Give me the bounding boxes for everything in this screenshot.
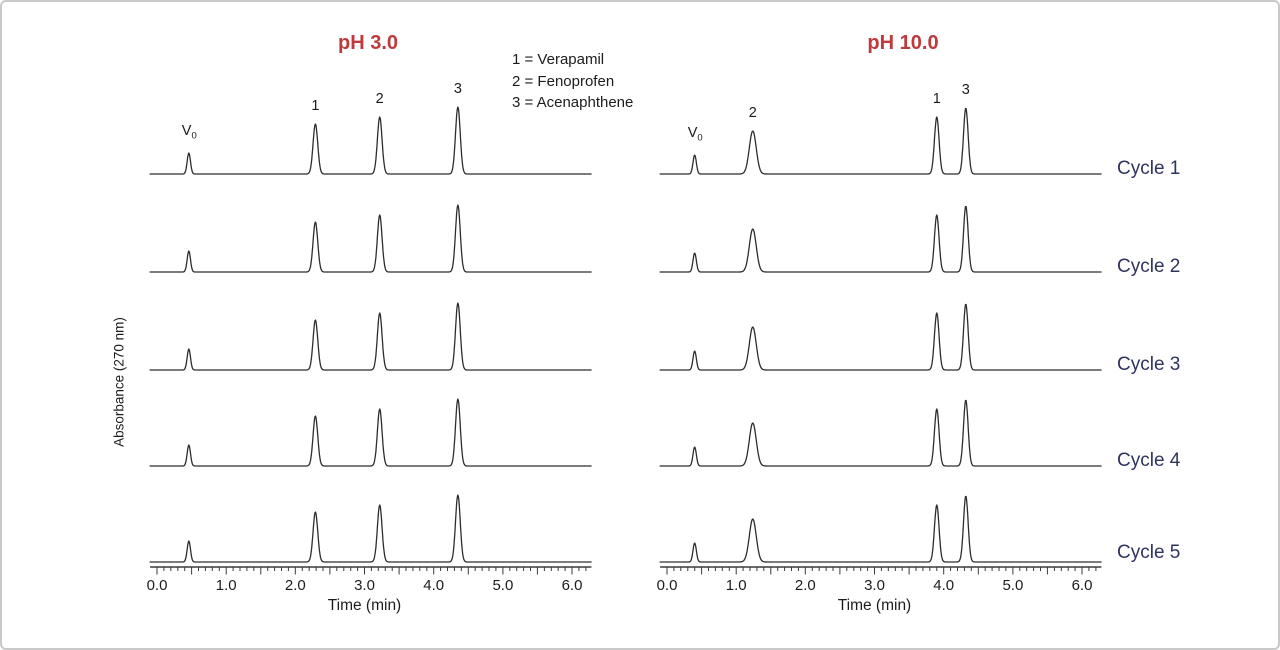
cycle-label-2: Cycle 2 [1117, 256, 1181, 277]
chromatogram-panel-ph10: V0 2 1 3 0.0 1.0 2.0 3.0 4.0 5.0 6.0 Time (min) [657, 82, 1102, 614]
x-axis-tick-label: 5.0 [492, 577, 513, 594]
void-volume-label: V0 [688, 125, 703, 144]
x-axis-tick-labels: 0.0 1.0 2.0 3.0 4.0 5.0 6.0 [657, 577, 1093, 594]
x-axis-title: Time (min) [838, 597, 911, 614]
x-axis-tick-label: 1.0 [726, 577, 747, 594]
chromatogram-trace [149, 106, 592, 175]
cycle-traces [149, 106, 592, 563]
panel-title-ph3: pH 3.0 [337, 32, 399, 54]
x-axis-tick-label: 5.0 [1002, 577, 1023, 594]
legend-line-verapamil: 1 = Verapamil [512, 51, 605, 68]
chromatogram-trace [659, 495, 1102, 563]
peak-labels: V0 2 1 3 [688, 82, 970, 144]
x-axis-title: Time (min) [328, 597, 401, 614]
chromatogram-trace [659, 205, 1102, 273]
chromatogram-panel-ph3: V0 1 2 3 0.0 1.0 2.0 3.0 4.0 5.0 6.0 Time (min) [147, 81, 592, 614]
chromatogram-trace [659, 303, 1102, 371]
peak-legend: 1 = Verapamil 2 = Fenoprofen 3 = Acenaph… [512, 49, 633, 114]
cycle-traces [659, 107, 1102, 563]
chromatogram-trace [659, 399, 1102, 467]
x-axis-tick-label: 3.0 [864, 577, 885, 594]
peak-labels: V0 1 2 3 [182, 81, 462, 142]
x-axis-tick-label: 3.0 [354, 577, 375, 594]
peak-number-label: 2 [376, 91, 384, 107]
x-axis-tick-labels: 0.0 1.0 2.0 3.0 4.0 5.0 6.0 [147, 577, 583, 594]
x-axis-tick-label: 4.0 [933, 577, 954, 594]
x-axis-tick-label: 0.0 [657, 577, 678, 594]
peak-number-label: 1 [933, 91, 941, 107]
legend-line-fenoprofen: 2 = Fenoprofen [512, 72, 615, 90]
chromatogram-trace [149, 302, 592, 371]
x-axis-tick-label: 2.0 [795, 577, 816, 594]
chromatogram-trace [149, 204, 592, 273]
legend-line-acenaphthene: 3 = Acenaphthene [512, 94, 634, 111]
chromatogram-trace [149, 494, 592, 563]
x-axis [660, 566, 1102, 575]
chromatogram-trace [149, 398, 592, 467]
void-volume-label: V0 [182, 123, 197, 142]
peak-number-label: 2 [749, 105, 757, 121]
x-axis-tick-label: 1.0 [216, 577, 237, 594]
panel-title-ph10: pH 10.0 [867, 32, 939, 54]
x-axis-tick-label: 2.0 [285, 577, 306, 594]
x-axis-tick-label: 6.0 [562, 577, 583, 594]
x-axis-tick-label: 6.0 [1072, 577, 1093, 594]
peak-number-label: 3 [962, 82, 970, 98]
x-axis [150, 566, 592, 575]
peak-number-label: 1 [311, 98, 319, 114]
y-axis-label: Absorbance (270 nm) [111, 317, 127, 447]
cycle-label-1: Cycle 1 [1117, 158, 1181, 179]
cycle-label-4: Cycle 4 [1117, 450, 1181, 471]
x-axis-tick-label: 4.0 [423, 577, 444, 594]
peak-number-label: 3 [454, 81, 462, 97]
cycle-label-5: Cycle 5 [1117, 542, 1181, 563]
chromatogram-trace [659, 107, 1102, 175]
cycle-label-3: Cycle 3 [1117, 354, 1181, 375]
x-axis-tick-label: 0.0 [147, 577, 168, 594]
